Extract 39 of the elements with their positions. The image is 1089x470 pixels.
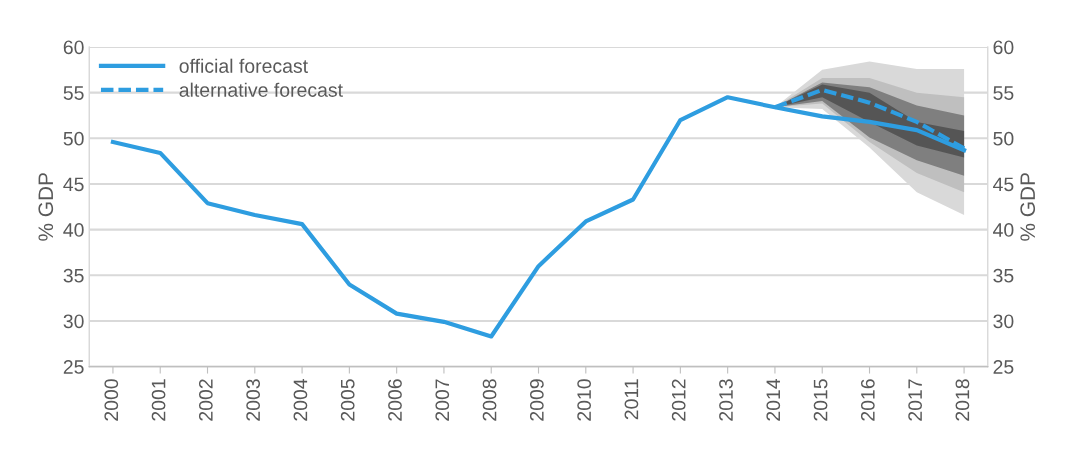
x-tick-label: 2013	[719, 379, 733, 421]
y2-tick-label: 35	[993, 268, 1014, 283]
x-tick-label: 2018	[955, 379, 970, 421]
y-tick-label: 55	[63, 86, 84, 100]
x-tick-label: 2003	[246, 379, 261, 421]
y2-tick-label: 30	[993, 314, 1014, 329]
y-tick-label: 35	[63, 268, 84, 283]
x-tick-label: 2011	[624, 379, 639, 420]
y-tick-label: 40	[63, 223, 84, 237]
y-tick-label: 60	[63, 40, 84, 55]
x-tick-label: 2008	[482, 379, 497, 421]
x-tick-label: 2016	[860, 379, 875, 421]
x-tick-label: 2000	[104, 379, 119, 421]
legend-label: alternative forecast	[179, 82, 343, 97]
x-tick-label: 2004	[293, 378, 308, 421]
y2-tick-label: 50	[993, 131, 1014, 146]
y-tick-label: 25	[63, 360, 84, 374]
x-tick-label: 2001	[151, 379, 166, 421]
x-tick-label: 2006	[388, 379, 402, 421]
y2-tick-label: 60	[993, 40, 1014, 55]
y2-tick-label: 25	[993, 360, 1014, 374]
y-tick-label: 45	[63, 177, 84, 192]
legend-label: official forecast	[179, 58, 308, 73]
x-tick-label: 2017	[908, 379, 923, 421]
y-tick-label: 50	[63, 131, 84, 146]
x-tick-label: 2002	[198, 379, 213, 421]
y2-tick-label: 55	[993, 86, 1014, 100]
x-tick-label: 2007	[435, 379, 450, 421]
x-tick-label: 2014	[766, 378, 781, 421]
x-tick-label: 2009	[529, 379, 544, 421]
y-axis-title: % GDP	[38, 173, 54, 241]
x-tick-label: 2005	[340, 379, 355, 421]
y2-axis-title: % GDP	[1020, 173, 1036, 241]
y2-tick-label: 40	[993, 223, 1014, 237]
y-tick-label: 30	[63, 314, 84, 329]
y2-tick-label: 45	[993, 177, 1014, 192]
x-tick-label: 2010	[577, 379, 592, 421]
x-tick-label: 2012	[671, 379, 686, 421]
x-tick-label: 2015	[813, 379, 828, 421]
